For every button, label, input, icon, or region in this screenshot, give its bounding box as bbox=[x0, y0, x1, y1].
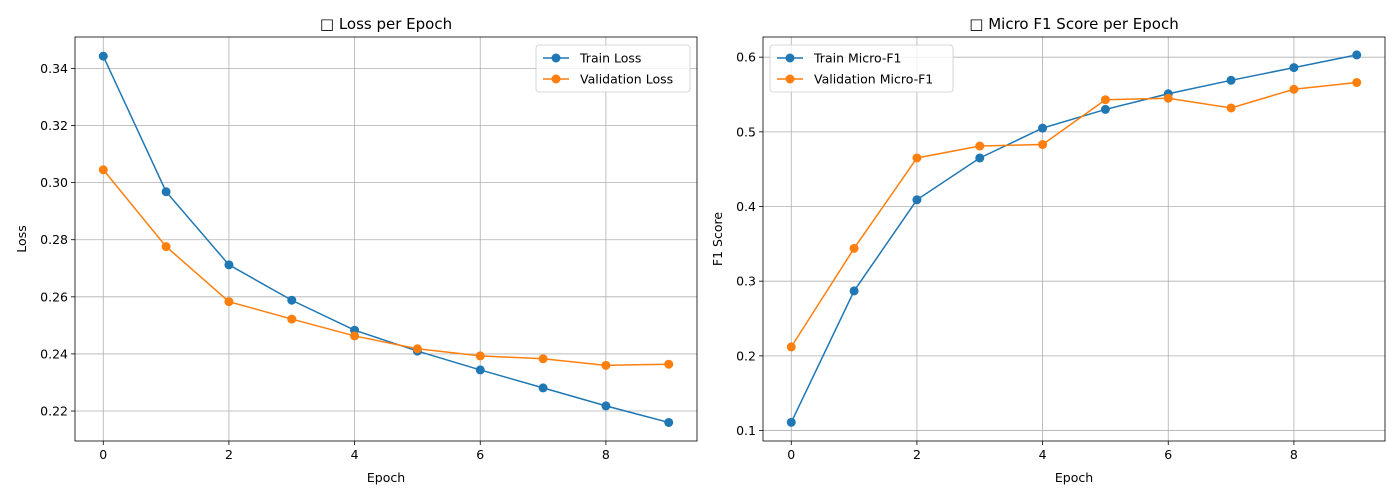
x-tick-label: 6 bbox=[476, 447, 484, 462]
data-point bbox=[1038, 140, 1048, 150]
data-point bbox=[1038, 123, 1048, 133]
grid bbox=[763, 37, 1385, 441]
y-tick-label: 0.30 bbox=[40, 175, 68, 190]
data-point bbox=[975, 153, 985, 163]
data-point bbox=[664, 417, 674, 427]
data-point bbox=[1289, 63, 1299, 73]
legend-marker bbox=[551, 53, 561, 63]
data-point bbox=[1163, 93, 1173, 103]
axes-frame bbox=[762, 36, 1386, 442]
y-tick-label: 0.24 bbox=[40, 346, 68, 361]
data-point bbox=[786, 342, 796, 352]
x-tick-label: 2 bbox=[913, 447, 921, 462]
x-tick-label: 4 bbox=[1039, 447, 1047, 462]
data-point bbox=[1289, 84, 1299, 94]
legend-label: Train Micro-F1 bbox=[813, 51, 902, 66]
data-point bbox=[912, 153, 922, 163]
data-point bbox=[849, 243, 859, 253]
legend-label: Train Loss bbox=[579, 51, 641, 66]
legend: Train Loss Validation Loss bbox=[535, 44, 691, 93]
series-0 bbox=[786, 50, 1362, 427]
data-point bbox=[98, 165, 108, 175]
x-axis-label: Epoch bbox=[367, 470, 405, 485]
series-line bbox=[102, 169, 669, 367]
series-1 bbox=[786, 78, 1362, 352]
data-point bbox=[224, 297, 234, 307]
y-tick-label: 0.3 bbox=[736, 274, 756, 289]
data-point bbox=[1352, 50, 1362, 60]
data-point bbox=[1100, 95, 1110, 105]
data-point bbox=[664, 359, 674, 369]
x-tick-label: 4 bbox=[351, 447, 359, 462]
legend-marker bbox=[785, 53, 795, 63]
data-point bbox=[1226, 75, 1236, 85]
grid bbox=[75, 37, 697, 441]
y-tick-label: 0.26 bbox=[40, 289, 68, 304]
y-tick-label: 0.2 bbox=[736, 348, 756, 363]
data-point bbox=[412, 344, 422, 354]
legend-box bbox=[535, 44, 691, 93]
data-point bbox=[161, 187, 171, 197]
data-point bbox=[350, 331, 360, 341]
y-tick-label: 0.34 bbox=[40, 61, 68, 76]
legend-label: Validation Loss bbox=[580, 72, 673, 87]
y-tick-label: 0.32 bbox=[40, 118, 68, 133]
data-point bbox=[538, 383, 548, 393]
data-point bbox=[1100, 104, 1110, 114]
series-line bbox=[790, 81, 1357, 348]
x-tick-label: 0 bbox=[99, 447, 107, 462]
data-point bbox=[475, 365, 485, 375]
axes-frame bbox=[74, 36, 698, 442]
y-tick-label: 0.28 bbox=[40, 232, 68, 247]
data-point bbox=[475, 351, 485, 361]
x-tick-label: 2 bbox=[225, 447, 233, 462]
data-point bbox=[287, 295, 297, 305]
legend-box bbox=[769, 44, 954, 93]
y-tick-label: 0.22 bbox=[40, 404, 68, 419]
chart-title: □ Loss per Epoch bbox=[320, 15, 452, 33]
x-axis-label: Epoch bbox=[1055, 470, 1093, 485]
y-axis-label: Loss bbox=[14, 225, 29, 252]
y-tick-label: 0.1 bbox=[736, 423, 756, 438]
legend-label: Validation Micro-F1 bbox=[814, 72, 933, 87]
legend: Train Micro-F1 Validation Micro-F1 bbox=[769, 44, 954, 93]
chart-title: □ Micro F1 Score per Epoch bbox=[969, 15, 1178, 33]
x-tick-label: 8 bbox=[602, 447, 610, 462]
data-point bbox=[849, 286, 859, 296]
data-point bbox=[161, 242, 171, 252]
y-axis-label: F1 Score bbox=[710, 212, 725, 266]
data-point bbox=[538, 354, 548, 364]
y-tick-label: 0.4 bbox=[736, 199, 756, 214]
data-point bbox=[786, 417, 796, 427]
x-tick-label: 0 bbox=[787, 447, 795, 462]
data-point bbox=[224, 260, 234, 270]
series-1 bbox=[98, 165, 674, 370]
f1-chart-panel: 0 2 4 6 8 0.1 0.2 0.3 0.4 0.5 0.6 □ Micro F1 Score … bbox=[710, 15, 1386, 485]
data-point bbox=[975, 141, 985, 151]
y-tick-label: 0.6 bbox=[736, 50, 756, 65]
data-point bbox=[601, 401, 611, 411]
series-line bbox=[790, 54, 1357, 423]
data-point bbox=[1352, 78, 1362, 88]
legend-marker bbox=[785, 74, 795, 84]
loss-chart-panel: 0 2 4 6 8 0.22 0.24 0.26 0.28 0.30 0.32 0.34 □ Loss … bbox=[14, 15, 698, 485]
data-point bbox=[287, 314, 297, 324]
data-point bbox=[912, 195, 922, 205]
legend-marker bbox=[551, 74, 561, 84]
y-tick-label: 0.5 bbox=[736, 124, 756, 139]
series-0 bbox=[98, 51, 674, 427]
data-point bbox=[1226, 103, 1236, 113]
x-tick-label: 8 bbox=[1290, 447, 1298, 462]
series-line bbox=[102, 55, 669, 424]
data-point bbox=[98, 51, 108, 61]
x-tick-label: 6 bbox=[1164, 447, 1172, 462]
data-point bbox=[601, 360, 611, 370]
